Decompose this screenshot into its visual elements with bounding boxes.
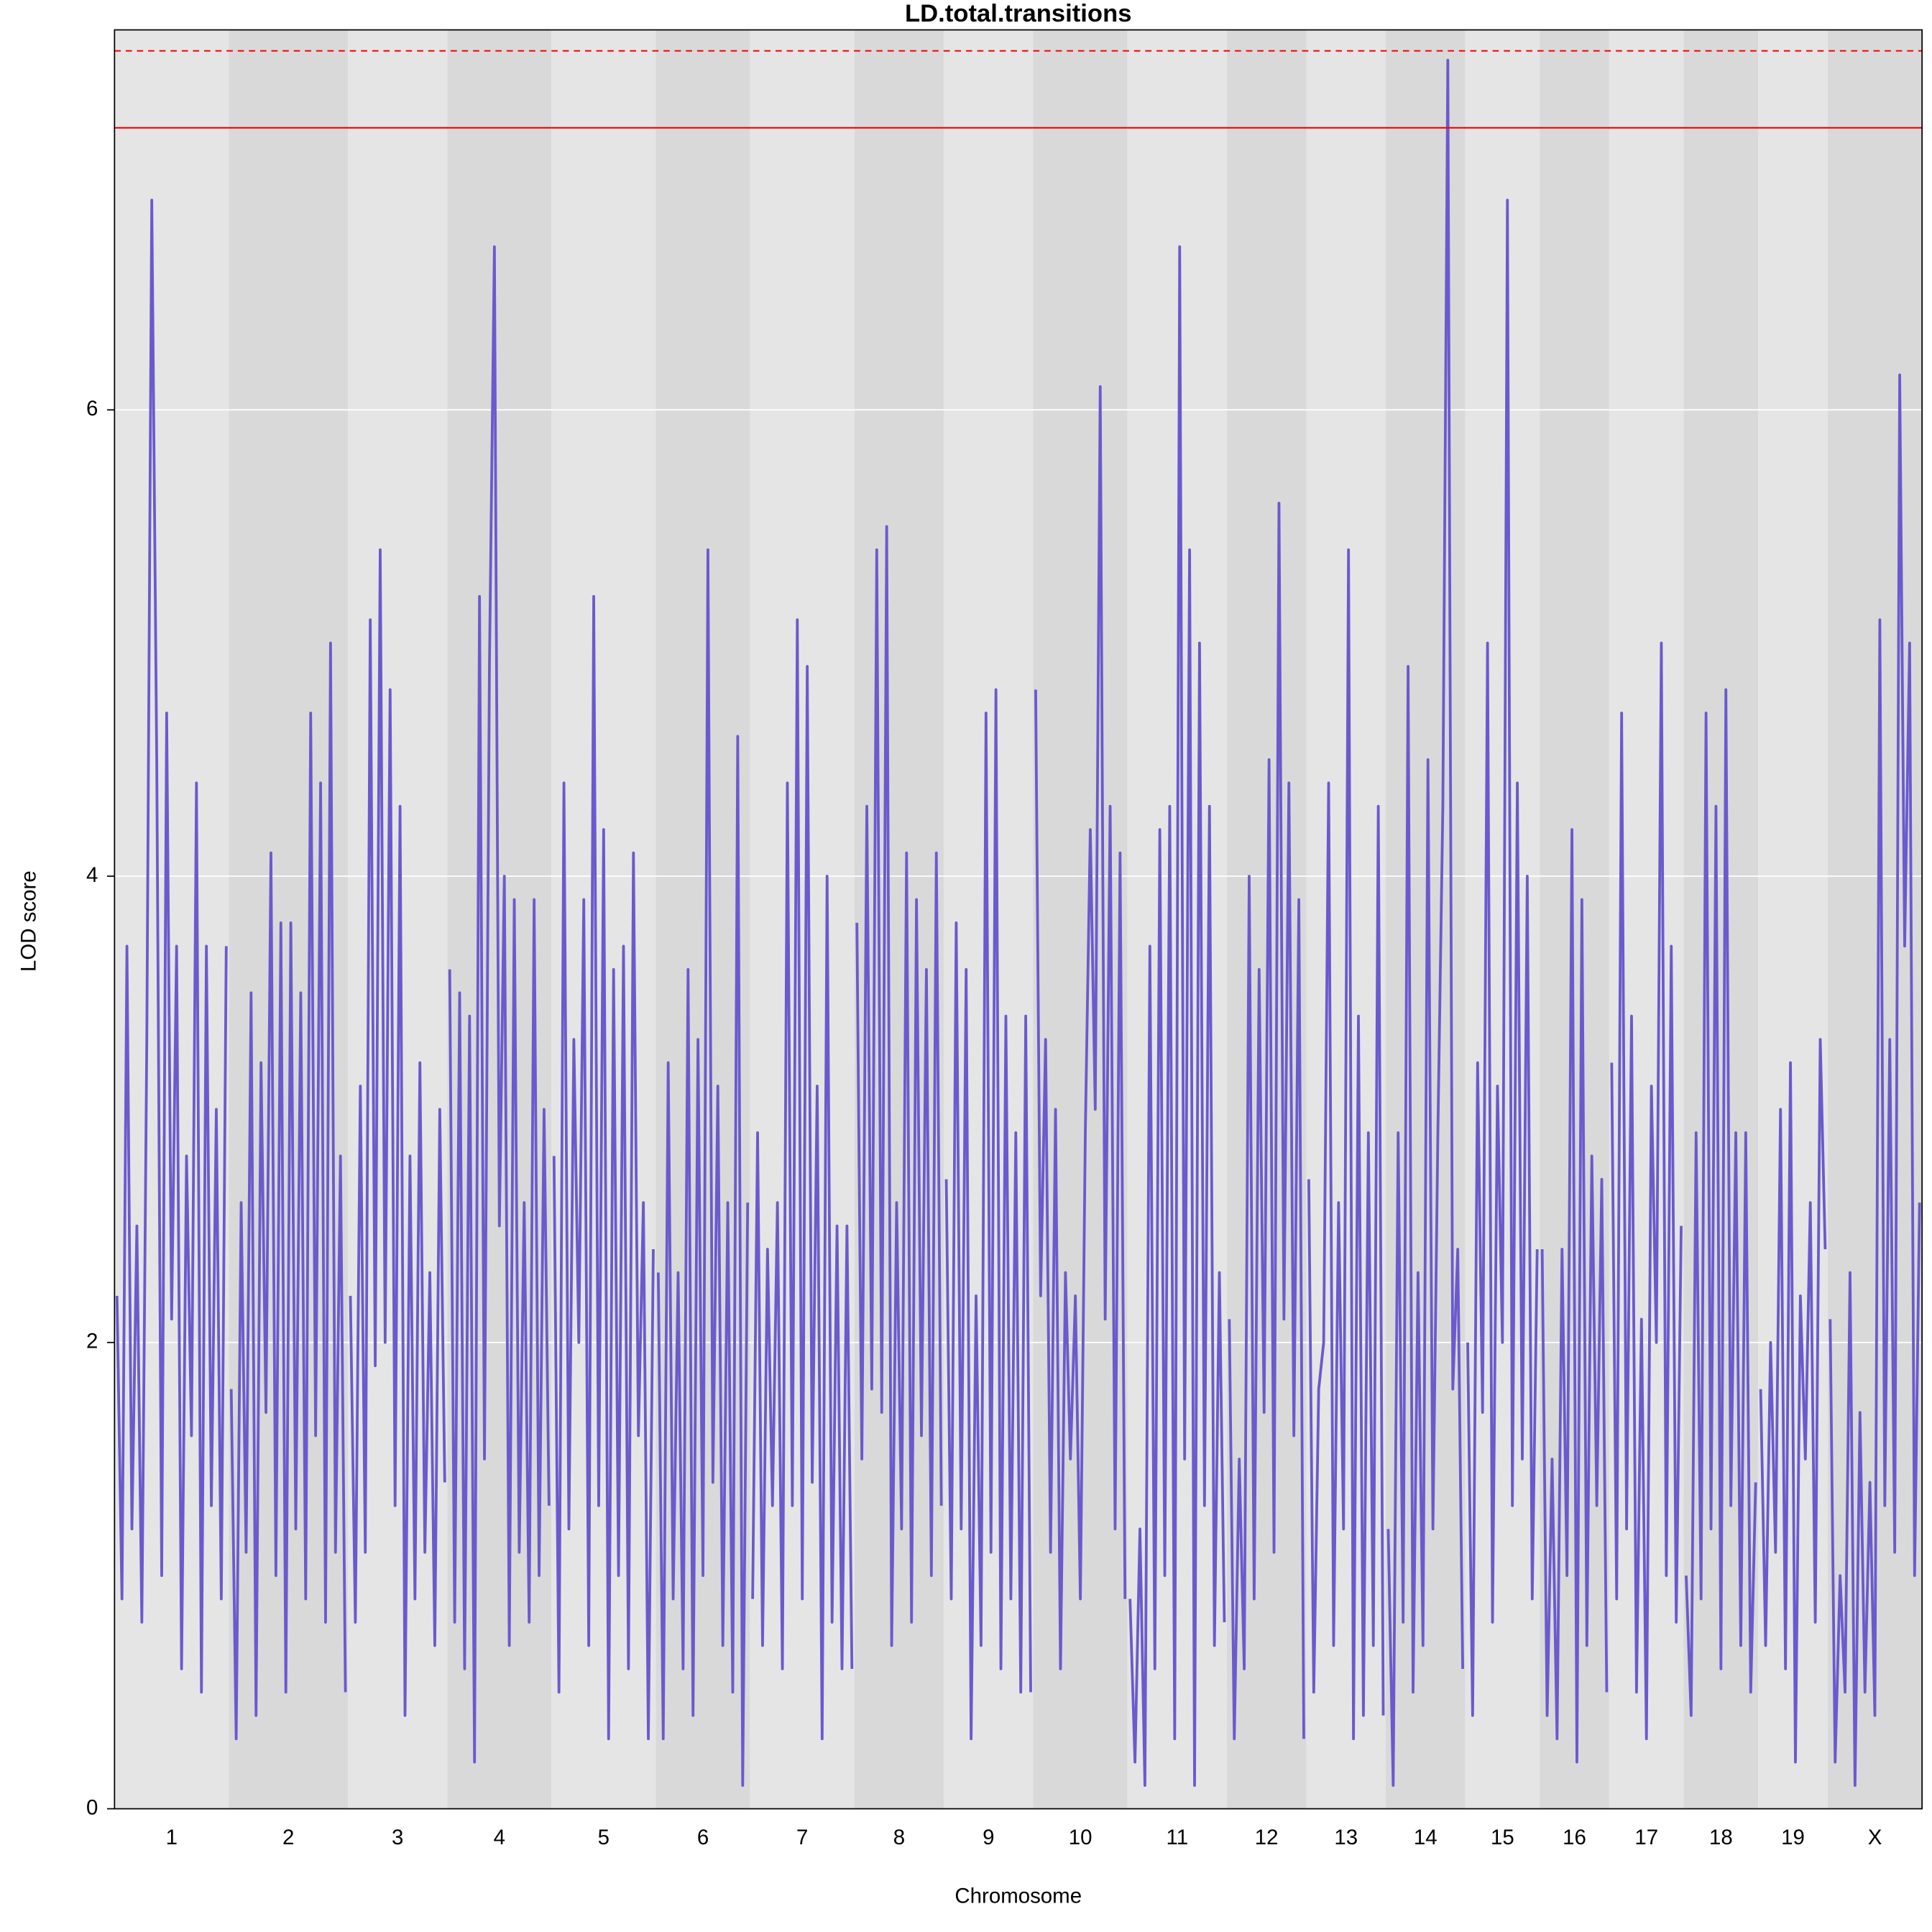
lod-line: [448, 245, 551, 1764]
lod-line: [115, 198, 228, 1694]
x-tick-label: 13: [1334, 1826, 1358, 1849]
x-tick-label: 4: [494, 1826, 505, 1849]
lod-line: [552, 594, 655, 1741]
x-tick-label: X: [1868, 1826, 1882, 1849]
chart-title: LD.total.transitions: [905, 0, 1131, 27]
x-tick-label: 16: [1563, 1826, 1586, 1849]
lod-line: [855, 525, 943, 1647]
lod-line: [349, 548, 446, 1717]
lod-line: [656, 548, 750, 1788]
chromosome-band: [114, 29, 229, 1809]
lod-line: [1386, 58, 1464, 1788]
lod-line: [1759, 1038, 1827, 1764]
lod-line: [1034, 385, 1127, 1670]
x-tick-label: 2: [282, 1826, 294, 1849]
x-tick-label: 17: [1634, 1826, 1658, 1849]
x-tick-label: 5: [598, 1826, 610, 1849]
y-tick-label: 6: [86, 397, 98, 420]
x-tick-label: 12: [1255, 1826, 1279, 1849]
x-tick-label: 3: [392, 1826, 403, 1849]
lod-line: [229, 641, 347, 1741]
plot-area: [114, 50, 1923, 1788]
lod-line: [1540, 828, 1609, 1764]
x-tick-label: 18: [1709, 1826, 1733, 1849]
x-tick-label: 11: [1167, 1826, 1189, 1849]
x-tick-label: 19: [1781, 1826, 1805, 1849]
plot-frame: [114, 29, 1923, 1810]
lod-line: [1128, 245, 1226, 1788]
lod-line: [1685, 688, 1757, 1717]
y-tick-label: 0: [86, 1795, 98, 1819]
y-tick-label: 4: [86, 863, 98, 887]
x-axis-label: Chromosome: [954, 1884, 1082, 1908]
lod-line: [751, 618, 854, 1741]
y-tick-label: 2: [86, 1330, 98, 1353]
x-tick-label: 15: [1491, 1826, 1514, 1849]
x-tick-label: 7: [796, 1826, 808, 1849]
x-tick-label: 8: [893, 1826, 905, 1849]
lod-line: [1610, 641, 1683, 1741]
lod-line: [1307, 548, 1385, 1741]
chromosome-band: [1385, 29, 1466, 1809]
x-tick-label: 1: [166, 1826, 178, 1849]
y-axis-label: LOD score: [17, 870, 40, 972]
chromosome-band: [854, 29, 944, 1809]
x-tick-label: 14: [1414, 1826, 1438, 1849]
x-tick-label: 10: [1069, 1826, 1092, 1849]
x-tick-label: 9: [983, 1826, 994, 1849]
lod-line: [1466, 198, 1539, 1717]
x-tick-label: 6: [697, 1826, 709, 1849]
lod-line: [944, 688, 1032, 1741]
lod-line: [1828, 373, 1921, 1788]
lod-line: [1228, 502, 1305, 1741]
